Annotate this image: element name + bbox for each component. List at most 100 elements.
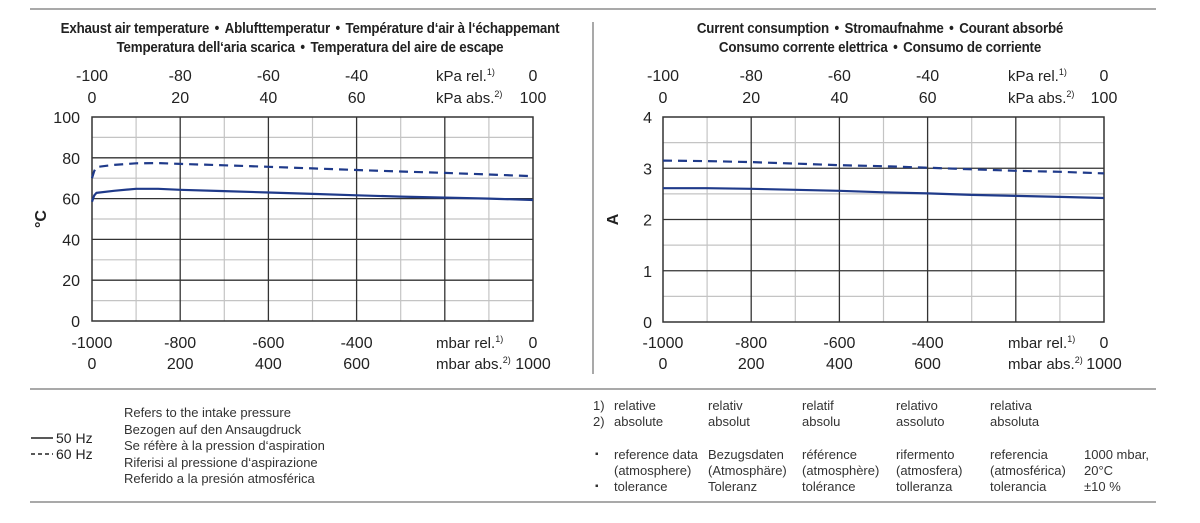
footnote-term: relativa: [990, 398, 1032, 413]
footnote-superscript: 1): [1067, 334, 1075, 344]
reference-term: Bezugsdaten (Atmosphäre): [708, 447, 787, 478]
unit-text: kPa abs.: [436, 90, 494, 107]
footnote-superscript: 2): [1066, 89, 1074, 99]
bottom-rel-tick-label: -600: [823, 335, 855, 352]
top-abs-tick-label: 40: [831, 90, 849, 107]
top-abs-tick-label: 20: [171, 90, 189, 107]
series-line-50hz: [663, 187, 1105, 200]
footnote-term: absolu: [802, 414, 841, 429]
reference-term: référence (atmosphère): [802, 447, 880, 478]
bullet-marker: ▪: [595, 449, 599, 460]
bottom-rel-tick-label: -600: [252, 335, 284, 352]
unit-text: kPa abs.: [1008, 90, 1066, 107]
plot-frame: [91, 116, 534, 322]
footnote-term: absolut: [708, 414, 750, 429]
bullet-separator: •: [335, 21, 340, 37]
footnote-marker: 2): [593, 414, 605, 429]
note-line: Se réfère à la pression d‘aspiration: [124, 438, 325, 453]
unit-text: kPa rel.: [436, 68, 487, 85]
top-rel-tick-label: 0: [529, 68, 538, 85]
reference-term: referencia (atmosférica): [990, 447, 1066, 478]
y-axis-label: °C: [33, 210, 50, 228]
middle-rule: [30, 388, 1156, 390]
title-part: Consumo corrente elettrica: [718, 40, 888, 56]
footnote-marker: 1): [593, 398, 605, 413]
bottom-rel-unit-label: mbar rel.1): [436, 334, 503, 352]
reference-term: reference data (atmosphere): [614, 447, 698, 478]
y-tick-label: 40: [62, 232, 80, 249]
title-line-1: Exhaust air temperature • Ablufttemperatur…: [25, 20, 595, 39]
y-tick-label: 100: [53, 110, 80, 127]
title-part: Ablufttemperatur: [224, 21, 330, 37]
bottom-rel-tick-label: -800: [735, 335, 767, 352]
y-tick-label: 80: [62, 151, 80, 168]
y-tick-label: 2: [643, 213, 652, 230]
series-line-50hz: [90, 187, 534, 203]
title-line-2: Temperatura dell‘aria scarica • Temperatur…: [25, 39, 595, 58]
top-rel-tick-label: -40: [916, 68, 939, 85]
top-abs-tick-label: 100: [1091, 90, 1118, 107]
top-abs-unit-label: kPa abs.2): [1008, 89, 1074, 107]
footnote-superscript: 1): [1059, 67, 1067, 77]
top-rel-tick-label: -100: [647, 68, 679, 85]
bullet-separator: •: [949, 21, 954, 37]
y-tick-label: 1: [643, 264, 652, 281]
bottom-rel-unit-label: mbar rel.1): [1008, 334, 1075, 352]
footnote-term: relativ: [708, 398, 743, 413]
bottom-rel-tick-label: 0: [529, 335, 538, 352]
bottom-rule: [30, 501, 1156, 503]
top-rel-tick-label: -60: [828, 68, 851, 85]
y-tick-label: 20: [62, 273, 80, 290]
bottom-abs-tick-label: 200: [738, 356, 765, 373]
title-part: Stromaufnahme: [844, 21, 944, 37]
unit-text: kPa rel.: [1008, 68, 1059, 85]
pressure-reference-note: Refers to the intake pressure Bezogen au…: [124, 405, 325, 488]
title-part: Temperatura dell‘aria scarica: [116, 40, 296, 56]
bullet-separator: •: [214, 21, 220, 37]
note-line: Bezogen auf den Ansaugdruck: [124, 421, 302, 437]
title-part: Temperatura del aire de escape: [310, 40, 504, 56]
note-line: Refers to the intake pressure: [124, 405, 291, 420]
title-line-1: Current consumption • Stromaufnahme • Couran…: [622, 20, 1137, 39]
y-tick-label: 60: [62, 192, 80, 209]
tolerance-term: tolerance: [614, 479, 668, 494]
top-rule: [30, 8, 1156, 10]
top-abs-tick-label: 60: [348, 90, 366, 107]
top-rel-tick-label: -80: [740, 68, 763, 85]
bottom-abs-tick-label: 0: [659, 356, 668, 373]
bottom-rel-tick-label: -1000: [72, 335, 113, 352]
top-abs-tick-label: 20: [742, 90, 760, 107]
bottom-rel-tick-label: -400: [341, 335, 373, 352]
top-rel-tick-label: -100: [76, 68, 108, 85]
top-abs-tick-label: 0: [659, 90, 668, 107]
unit-text: mbar abs.: [436, 356, 503, 373]
bottom-rel-tick-label: -1000: [643, 335, 684, 352]
unit-text: mbar abs.: [1008, 356, 1075, 373]
tolerance-term: Toleranz: [708, 479, 758, 494]
bottom-abs-tick-label: 200: [167, 356, 194, 373]
top-abs-unit-label: kPa abs.2): [436, 89, 502, 107]
tolerance-term: tolerancia: [990, 479, 1047, 494]
legend-label-50hz: 50 Hz: [56, 430, 93, 446]
title-part: Courant absorbé: [959, 21, 1064, 37]
bottom-rel-tick-label: -800: [164, 335, 196, 352]
bottom-abs-unit-label: mbar abs.2): [1008, 355, 1083, 373]
y-axis-label: A: [605, 213, 622, 225]
chart-title-current: Current consumption • Stromaufnahme • Couran…: [622, 20, 1137, 58]
footnote-superscript: 1): [495, 334, 503, 344]
plot-frame: [662, 116, 1105, 323]
footnote-superscript: 2): [494, 89, 502, 99]
bottom-abs-tick-label: 400: [826, 356, 853, 373]
top-abs-tick-label: 0: [88, 90, 97, 107]
top-rel-tick-label: -80: [169, 68, 192, 85]
reference-term: rifermento (atmosfera): [896, 447, 963, 478]
y-tick-label: 3: [643, 161, 652, 178]
series-line-60hz: [90, 162, 534, 179]
bottom-abs-tick-label: 0: [88, 356, 97, 373]
top-abs-tick-label: 40: [260, 90, 278, 107]
tolerance-term: tolleranza: [896, 479, 953, 494]
reference-value: 1000 mbar, 20°C: [1084, 447, 1150, 478]
